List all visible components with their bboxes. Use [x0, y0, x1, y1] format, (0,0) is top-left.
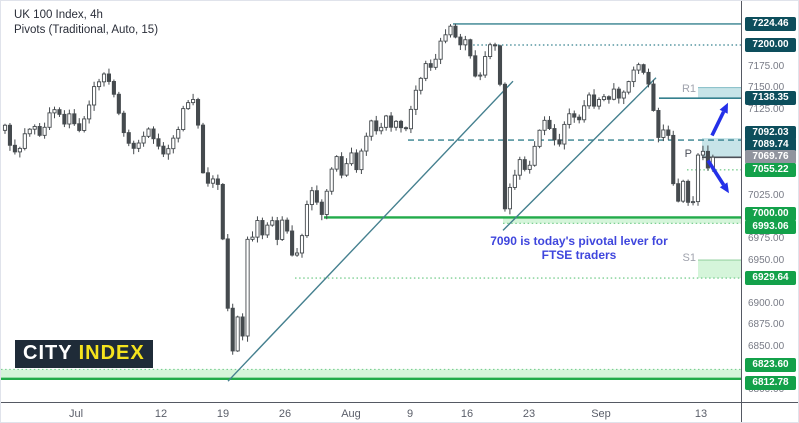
time-axis-separator [1, 402, 798, 403]
price-badge-7200.00: 7200.00 [745, 38, 796, 52]
up-arrow[interactable] [710, 102, 728, 137]
pivot-zone [698, 260, 742, 279]
logo-index-text: INDEX [78, 342, 145, 364]
time-axis[interactable]: Jul 12 19 26 Aug 9 16 23 Sep 13 [1, 403, 798, 422]
price-badge-7224.46: 7224.46 [745, 16, 796, 31]
trendline-1[interactable] [227, 80, 514, 382]
price-tick-7150: 7150.00 [748, 82, 785, 94]
candles [2, 23, 715, 355]
price-badge-7092.03: 7092.03 [745, 126, 796, 141]
pivot-label-s1: S1 [682, 251, 696, 264]
price-axis[interactable]: 7175.00 7150.00 7125.00 7025.00 6975.00 6950.… [742, 1, 798, 402]
price-tick-7175: 7175.00 [748, 60, 785, 72]
price-tick-6950: 6950.00 [748, 254, 785, 266]
pivot-zone [702, 138, 742, 158]
time-tick-9: 9 [406, 408, 414, 420]
price-badge-7055.22: 7055.22 [745, 162, 796, 177]
candlestick-chart[interactable] [1, 1, 742, 403]
price-badge-7000.00: 7000.00 [745, 207, 796, 222]
price-tick-6850: 6850.00 [748, 340, 785, 352]
time-tick-Aug: Aug [341, 408, 361, 420]
symbol-title[interactable]: UK 100 Index, 4h [14, 9, 103, 21]
price-badge-6993.06: 6993.06 [745, 220, 796, 235]
time-tick-23: 23 [522, 408, 536, 420]
time-tick-12: 12 [154, 408, 168, 420]
pivot-zone [503, 217, 742, 224]
time-tick-Sep: Sep [591, 408, 611, 420]
price-axis-separator [741, 1, 742, 422]
price-badge-7069.76: 7069.76 [745, 150, 796, 165]
price-badge-7138.35: 7138.35 [745, 91, 796, 106]
price-badge-7089.74: 7089.74 [745, 138, 796, 153]
chart-legend: UK 100 Index, 4h Pivots (Traditional, Au… [14, 8, 158, 38]
price-tick-7025: 7025.00 [748, 189, 785, 201]
price-tick-6875: 6875.00 [748, 319, 785, 331]
pivot-label-p: P [684, 148, 692, 161]
price-tick-6975: 6975.00 [748, 232, 785, 244]
time-tick-Jul: Jul [68, 408, 84, 420]
logo-city-text: CITY [23, 342, 73, 364]
time-tick-26: 26 [278, 408, 292, 420]
time-tick-16: 16 [460, 408, 474, 420]
annotation-text[interactable]: 7090 is today's pivotal lever for FTSE t… [469, 234, 689, 262]
pivot-zone [698, 87, 742, 99]
time-tick-19: 19 [216, 408, 230, 420]
trendline-2[interactable] [502, 77, 657, 231]
pivot-label-r1: R1 [681, 82, 696, 95]
annotation-line-1: 7090 is today's pivotal lever for [490, 234, 668, 248]
price-tick-6900: 6900.00 [748, 297, 785, 309]
price-tick-7125: 7125.00 [748, 103, 785, 115]
indicator-title[interactable]: Pivots (Traditional, Auto, 15) [14, 24, 159, 36]
time-tick-13: 13 [694, 408, 708, 420]
price-badge-6929.64: 6929.64 [745, 271, 796, 286]
down-arrow[interactable] [706, 159, 729, 194]
city-index-logo: CITY INDEX [15, 340, 153, 368]
pivot-zone [1, 369, 742, 379]
price-badge-6812.78: 6812.78 [745, 375, 796, 390]
price-badge-6823.60: 6823.60 [745, 358, 796, 373]
annotation-line-2: FTSE traders [541, 248, 617, 262]
